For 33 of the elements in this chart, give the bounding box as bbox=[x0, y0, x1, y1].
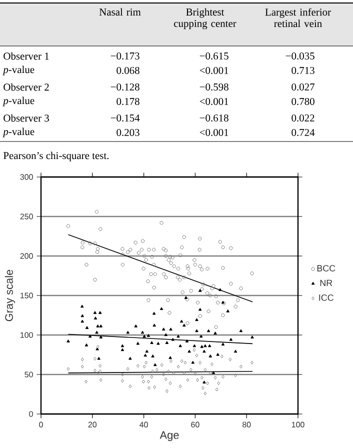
text: −0.035 bbox=[286, 52, 314, 60]
legend-label: NR bbox=[320, 280, 332, 286]
category-label: p-value bbox=[2, 96, 34, 106]
text: Pearson’s chi-square test. bbox=[3, 152, 109, 162]
legend-label: ICC bbox=[319, 294, 334, 301]
category-label: p-value bbox=[2, 66, 34, 76]
y-axis-title: Gray scale bbox=[4, 270, 16, 322]
text: <0.001 bbox=[200, 66, 228, 74]
category-label: Observer 2 bbox=[4, 83, 49, 91]
text: 0.713 bbox=[292, 66, 314, 74]
text: 0.203 bbox=[116, 128, 140, 136]
text: <0.001 bbox=[200, 128, 228, 136]
category-label: Brightest cupping center bbox=[174, 8, 236, 30]
text: −0.618 bbox=[200, 114, 228, 122]
x-axis-title: Age bbox=[160, 431, 179, 442]
text: 0.068 bbox=[116, 66, 140, 74]
text: 0.027 bbox=[292, 83, 314, 91]
legend-label: BCC bbox=[317, 265, 336, 272]
text: 0.178 bbox=[116, 98, 140, 106]
text: <0.001 bbox=[200, 98, 228, 106]
text: −0.598 bbox=[200, 83, 228, 91]
category-label: Largest inferior retinal vein bbox=[265, 8, 331, 28]
text: −0.128 bbox=[110, 83, 140, 91]
category-label: Observer 1 bbox=[4, 52, 49, 60]
text: −0.154 bbox=[110, 114, 140, 122]
category-label: Observer 3 bbox=[4, 114, 49, 122]
text: 0.022 bbox=[292, 114, 314, 122]
text: −0.173 bbox=[110, 52, 140, 60]
text: 0.780 bbox=[292, 98, 314, 106]
category-label: p-value bbox=[2, 128, 34, 138]
category-label: Nasal rim bbox=[99, 8, 141, 16]
text: −0.615 bbox=[200, 52, 228, 60]
text: 0.724 bbox=[292, 128, 315, 136]
